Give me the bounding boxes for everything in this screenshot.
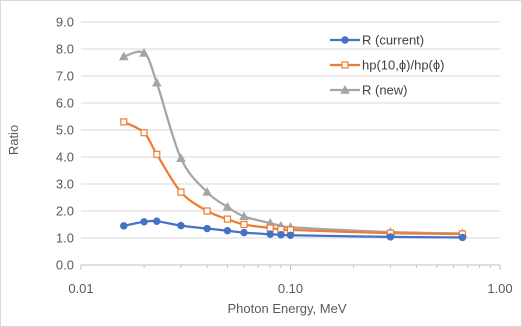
data-point [176, 153, 186, 163]
data-point [153, 150, 161, 158]
x-tick-label: 0.10 [278, 281, 303, 296]
data-point [223, 227, 232, 235]
legend-marker [341, 61, 349, 69]
data-point [223, 215, 232, 223]
legend-label: R (current) [362, 33, 424, 48]
data-point [222, 201, 233, 211]
data-point [153, 217, 161, 225]
data-point [458, 233, 467, 242]
data-point [277, 231, 285, 239]
data-point [203, 207, 211, 215]
y-tick-label: 1.0 [56, 231, 74, 246]
data-point [266, 230, 274, 238]
axes: 0.0 1.0 2.0 3.0 4.0 5.0 6.0 7.0 8.0 9.0 0.01 0.10 1.… [56, 15, 513, 297]
data-point [239, 211, 249, 221]
y-tick-label: 8.0 [56, 42, 74, 57]
series-layer [118, 48, 468, 242]
y-tick-label: 9.0 [56, 15, 74, 30]
data-point [386, 233, 395, 241]
legend-label: hp(10,ϕ)/hp(ϕ) [362, 58, 444, 73]
y-axis-title: Ratio [6, 125, 21, 155]
data-point [266, 224, 274, 232]
data-point [202, 187, 212, 196]
data-point [203, 224, 211, 233]
legend-marker [340, 84, 350, 94]
y-tick-label: 6.0 [56, 96, 74, 111]
data-point [140, 129, 148, 137]
data-point [177, 188, 185, 196]
data-point [139, 48, 149, 57]
legend: R (current) hp(10,ϕ)/hp(ϕ) R (new) [330, 33, 444, 98]
y-tick-label: 0.0 [56, 258, 74, 273]
y-tick-label: 4.0 [56, 150, 74, 165]
legend-label: R (new) [362, 83, 408, 98]
y-tick-label: 3.0 [56, 177, 74, 192]
data-point [151, 77, 162, 87]
data-point [120, 222, 128, 230]
data-point [240, 220, 248, 229]
y-tick-label: 5.0 [56, 123, 74, 138]
legend-marker [341, 36, 349, 44]
x-tick-label: 1.00 [487, 281, 512, 296]
data-point [140, 218, 148, 226]
data-point [118, 51, 129, 61]
data-point [177, 221, 185, 230]
y-tick-label: 2.0 [56, 204, 74, 219]
series-1 [120, 118, 467, 238]
data-point [286, 231, 295, 240]
x-axis-title: Photon Energy, MeV [228, 301, 347, 316]
series-0 [120, 217, 467, 242]
data-point [240, 228, 248, 237]
x-tick-label: 0.01 [68, 281, 93, 296]
y-tick-label: 7.0 [56, 69, 74, 84]
data-point [120, 118, 128, 126]
